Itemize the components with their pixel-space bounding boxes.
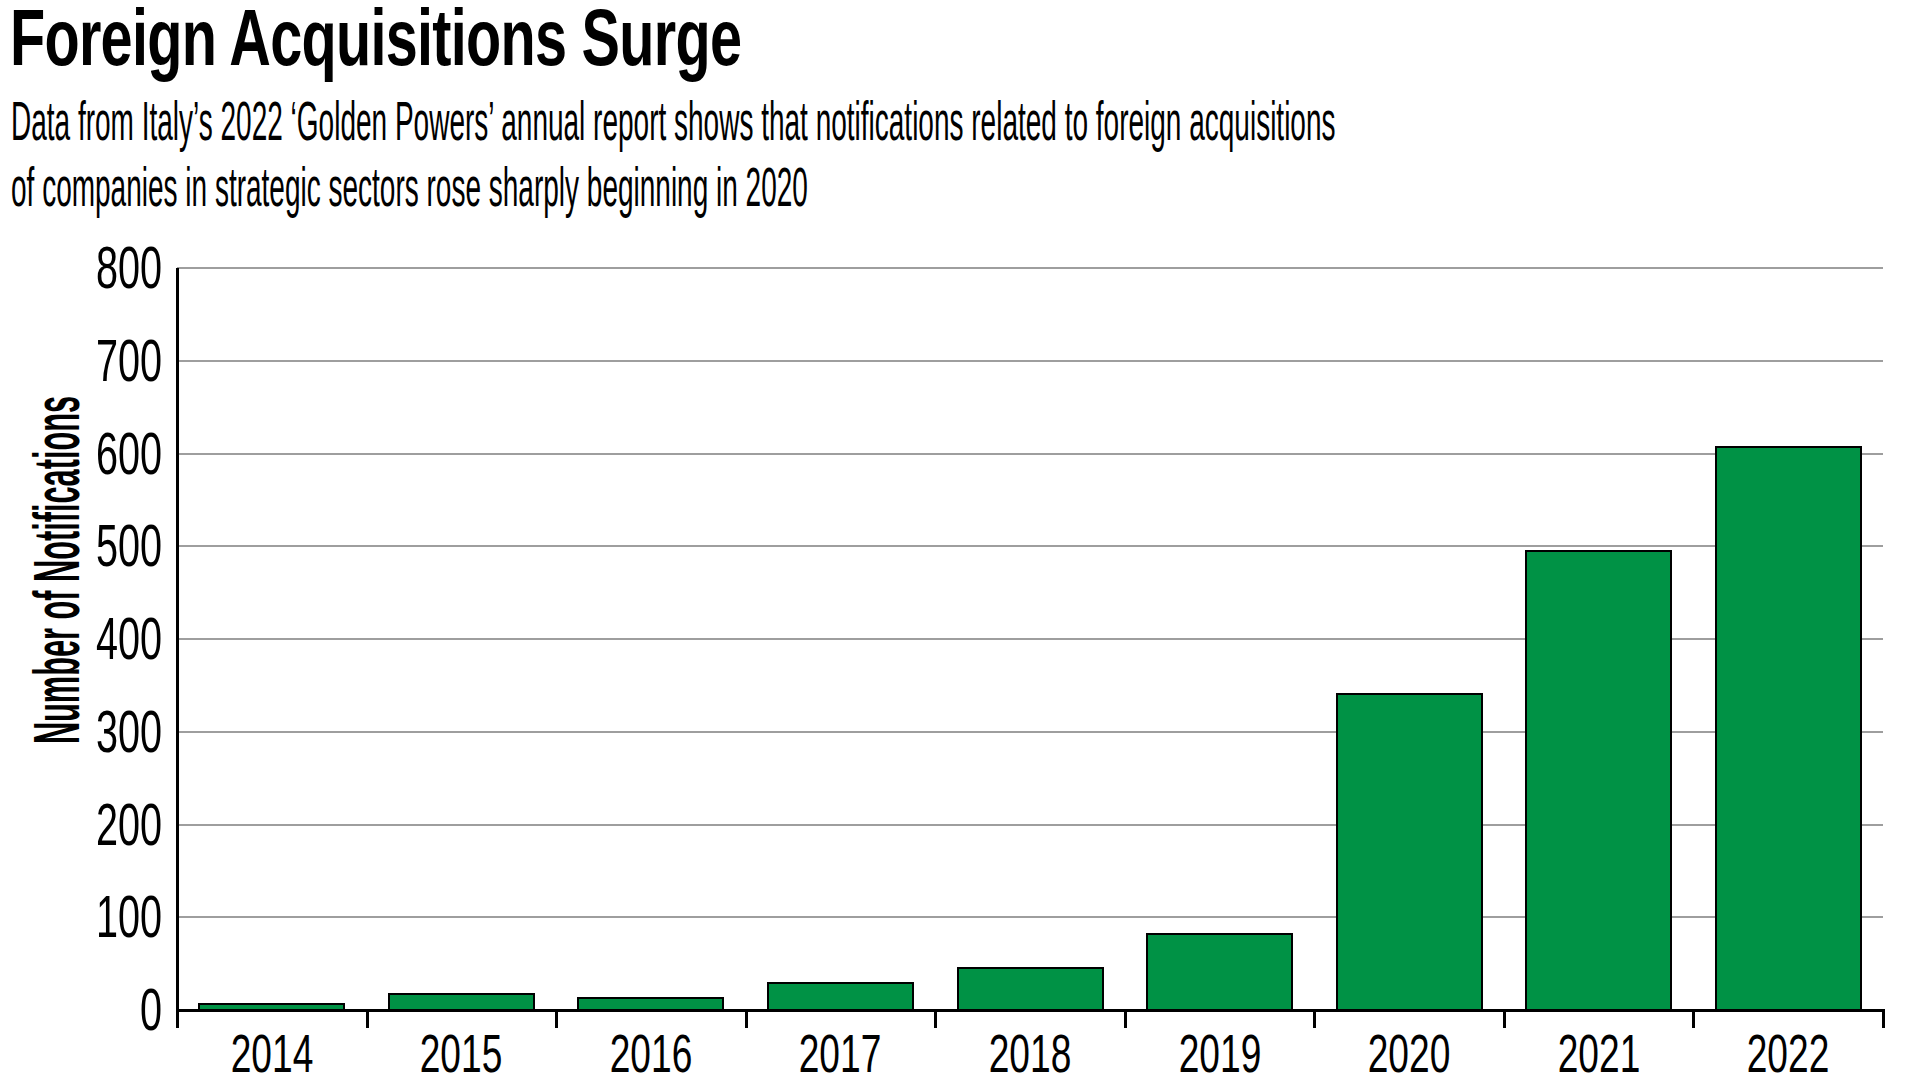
- x-tick-label-2022: 2022: [1747, 1027, 1830, 1080]
- x-tick-label-2018: 2018: [989, 1027, 1072, 1080]
- x-tick-label-2015: 2015: [420, 1027, 503, 1080]
- plot-area: 0 100 200 300 400 500 600 700 800 2014 2015 2016 201…: [0, 0, 1908, 1092]
- gridline-700: [177, 360, 1883, 362]
- x-tick-label-2014: 2014: [230, 1027, 313, 1080]
- x-tick-label-2019: 2019: [1178, 1027, 1261, 1080]
- y-tick-label-200: 200: [55, 795, 162, 855]
- x-tick-label-2020: 2020: [1368, 1027, 1451, 1080]
- y-tick-label-300: 300: [55, 702, 162, 762]
- bar-2015: [388, 993, 535, 1010]
- x-axis-tick: [934, 1010, 937, 1028]
- x-axis-tick: [1882, 1010, 1885, 1028]
- gridline-600: [177, 453, 1883, 455]
- x-tick-label-2021: 2021: [1557, 1027, 1640, 1080]
- bar-2018: [957, 967, 1104, 1010]
- y-tick-label-600: 600: [55, 424, 162, 484]
- gridline-800: [177, 267, 1883, 269]
- bar-2017: [767, 982, 914, 1010]
- x-axis-tick: [1503, 1010, 1506, 1028]
- x-axis-tick: [1313, 1010, 1316, 1028]
- gridline-500: [177, 545, 1883, 547]
- foreign-acquisitions-chart: Foreign Acquisitions Surge Data from Ita…: [0, 0, 1908, 1092]
- bar-2021: [1525, 550, 1672, 1010]
- x-axis-tick: [555, 1010, 558, 1028]
- x-tick-label-2016: 2016: [610, 1027, 693, 1080]
- x-axis-line: [176, 1009, 1885, 1012]
- x-axis-tick: [745, 1010, 748, 1028]
- y-tick-label-400: 400: [55, 609, 162, 669]
- bar-2020: [1336, 693, 1483, 1010]
- y-tick-label-0: 0: [55, 980, 162, 1040]
- bar-2022: [1715, 446, 1862, 1010]
- y-tick-label-800: 800: [55, 238, 162, 298]
- y-axis-line: [176, 268, 179, 1028]
- y-tick-label-500: 500: [55, 516, 162, 576]
- x-axis-tick: [1124, 1010, 1127, 1028]
- x-tick-label-2017: 2017: [799, 1027, 882, 1080]
- y-tick-label-700: 700: [55, 331, 162, 391]
- x-axis-tick: [366, 1010, 369, 1028]
- bar-2019: [1146, 933, 1293, 1010]
- x-axis-tick: [1692, 1010, 1695, 1028]
- y-tick-label-100: 100: [55, 887, 162, 947]
